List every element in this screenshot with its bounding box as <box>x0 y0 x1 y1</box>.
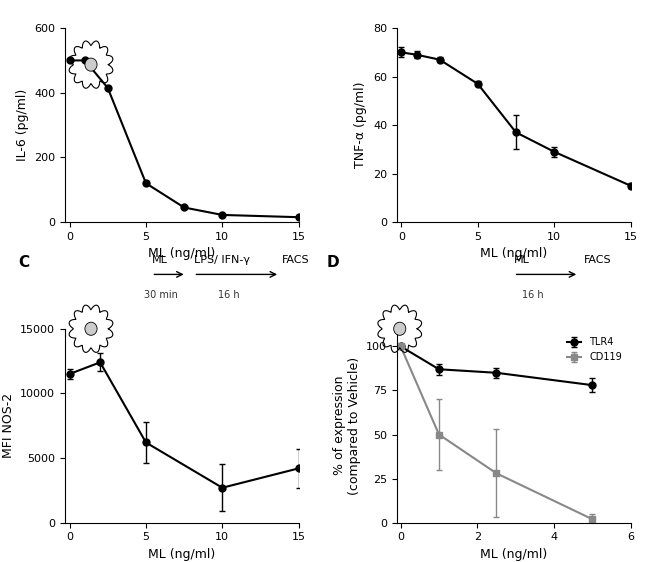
Text: C: C <box>18 255 29 270</box>
Text: 16 h: 16 h <box>218 290 239 300</box>
Text: FACS: FACS <box>584 255 612 265</box>
Text: LPS/ IFN-γ: LPS/ IFN-γ <box>194 255 250 265</box>
X-axis label: ML (ng/ml): ML (ng/ml) <box>480 548 547 561</box>
Text: FACS: FACS <box>282 255 310 265</box>
Y-axis label: MFI NOS-2: MFI NOS-2 <box>2 393 15 458</box>
Text: 30 min: 30 min <box>144 290 177 300</box>
Text: ML: ML <box>151 255 167 265</box>
X-axis label: ML (ng/ml): ML (ng/ml) <box>480 247 547 260</box>
Circle shape <box>394 322 406 336</box>
Y-axis label: TNF-α (pg/ml): TNF-α (pg/ml) <box>354 82 367 169</box>
Circle shape <box>85 58 97 71</box>
Y-axis label: % of expression
(compared to Vehicle): % of expression (compared to Vehicle) <box>333 357 361 495</box>
X-axis label: ML (ng/ml): ML (ng/ml) <box>148 247 215 260</box>
Circle shape <box>85 322 97 336</box>
Text: ML: ML <box>514 255 530 265</box>
Legend: TLR4, CD119: TLR4, CD119 <box>563 334 626 366</box>
Text: D: D <box>327 255 339 270</box>
Y-axis label: IL-6 (pg/ml): IL-6 (pg/ml) <box>16 89 29 161</box>
Text: 16 h: 16 h <box>521 290 543 300</box>
X-axis label: ML (ng/ml): ML (ng/ml) <box>148 548 215 561</box>
